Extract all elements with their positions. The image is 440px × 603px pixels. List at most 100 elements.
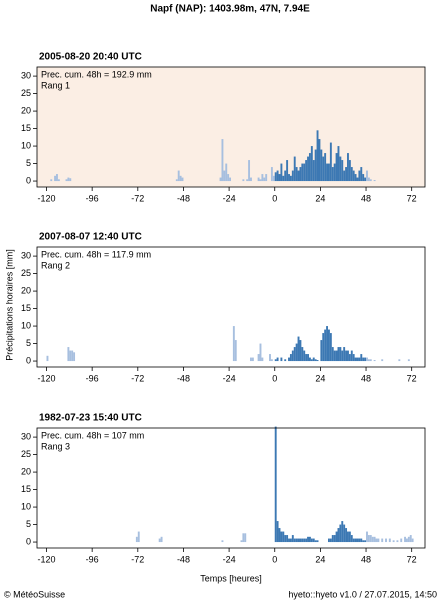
bar xyxy=(223,170,226,182)
bar xyxy=(358,170,361,182)
y-tick-label: 30 xyxy=(21,70,31,80)
bar xyxy=(324,153,327,182)
bar xyxy=(232,326,235,362)
bar xyxy=(366,357,368,362)
bar xyxy=(339,347,342,362)
y-tick-label: 25 xyxy=(21,88,31,98)
bar xyxy=(67,347,70,362)
bar xyxy=(375,538,378,543)
bar xyxy=(312,357,315,362)
bar xyxy=(343,347,346,362)
bar xyxy=(354,538,357,543)
bar xyxy=(409,535,412,543)
version: hyeto::hyeto v1.0 / 27.07.2015, 14:50 xyxy=(288,589,437,599)
bar xyxy=(286,160,289,182)
bar xyxy=(305,354,308,362)
bar xyxy=(295,343,298,362)
bar xyxy=(219,177,222,182)
bar xyxy=(291,350,294,362)
bar xyxy=(350,350,353,362)
bar xyxy=(348,354,351,362)
bar xyxy=(333,350,336,362)
x-tick-label: -48 xyxy=(177,373,190,383)
y-tick-label: 30 xyxy=(21,431,31,441)
bar xyxy=(221,540,224,543)
bar xyxy=(400,538,403,543)
y-tick-label: 20 xyxy=(21,466,31,476)
plot-frame xyxy=(36,427,426,549)
bar xyxy=(329,142,332,182)
bar xyxy=(229,177,231,182)
x-tick-label: 48 xyxy=(361,554,371,564)
bar xyxy=(381,538,384,543)
bar xyxy=(67,177,70,182)
bar xyxy=(308,357,311,362)
bar xyxy=(316,130,319,182)
bar xyxy=(263,177,266,182)
x-tick-label: -96 xyxy=(86,373,99,383)
y-tick-label: 20 xyxy=(21,105,31,115)
x-tick-label: 24 xyxy=(315,373,325,383)
bar xyxy=(404,536,406,543)
bar xyxy=(234,340,237,362)
bar xyxy=(259,343,262,362)
bar xyxy=(293,347,296,362)
bar xyxy=(301,538,304,543)
bar xyxy=(352,538,355,543)
bar xyxy=(288,538,290,543)
bar xyxy=(343,170,346,182)
bar xyxy=(181,177,184,182)
y-tick-label: 0 xyxy=(26,355,31,365)
bar xyxy=(310,359,313,362)
bar xyxy=(367,359,370,362)
bar xyxy=(280,163,283,182)
bar xyxy=(303,163,306,182)
bar xyxy=(257,177,260,182)
bar xyxy=(335,531,338,543)
bar xyxy=(356,177,359,182)
bar xyxy=(50,179,53,182)
bar xyxy=(299,340,302,362)
plot-background xyxy=(37,247,425,367)
x-tick-label: -48 xyxy=(177,554,190,564)
bar xyxy=(280,357,283,362)
bar xyxy=(295,167,298,182)
bar xyxy=(335,153,338,182)
bar xyxy=(352,170,355,182)
bar xyxy=(280,531,283,543)
bar xyxy=(276,357,279,362)
bar xyxy=(333,163,336,182)
bar xyxy=(337,146,340,182)
bar xyxy=(350,535,353,543)
bar xyxy=(392,540,395,543)
bar xyxy=(284,535,287,543)
bar xyxy=(352,354,355,362)
bar xyxy=(65,179,68,182)
annotation: Prec. cum. 48h = 117.9 mm xyxy=(41,249,151,259)
x-tick-label: 0 xyxy=(272,193,277,203)
bar xyxy=(250,357,252,362)
bar xyxy=(326,163,328,182)
bar xyxy=(335,350,338,362)
y-tick-label: 5 xyxy=(26,338,31,348)
bar xyxy=(331,535,334,543)
bar xyxy=(328,538,330,543)
annotation: Prec. cum. 48h = 192.9 mm xyxy=(41,69,152,79)
bar xyxy=(278,174,281,182)
bar xyxy=(322,156,325,182)
bar xyxy=(274,172,277,182)
y-tick-label: 15 xyxy=(21,123,31,133)
bar xyxy=(274,359,277,362)
bar xyxy=(367,177,370,182)
bar xyxy=(314,149,317,182)
bar xyxy=(347,153,349,182)
bar xyxy=(369,359,372,362)
bar xyxy=(367,535,370,543)
bar xyxy=(345,350,348,362)
bar xyxy=(358,538,361,543)
bar xyxy=(225,163,228,182)
bar xyxy=(257,354,260,362)
bar xyxy=(316,540,319,543)
panel-title: 2005-08-20 20:40 UTC xyxy=(39,52,142,63)
credit: © MétéoSuisse xyxy=(4,589,65,599)
